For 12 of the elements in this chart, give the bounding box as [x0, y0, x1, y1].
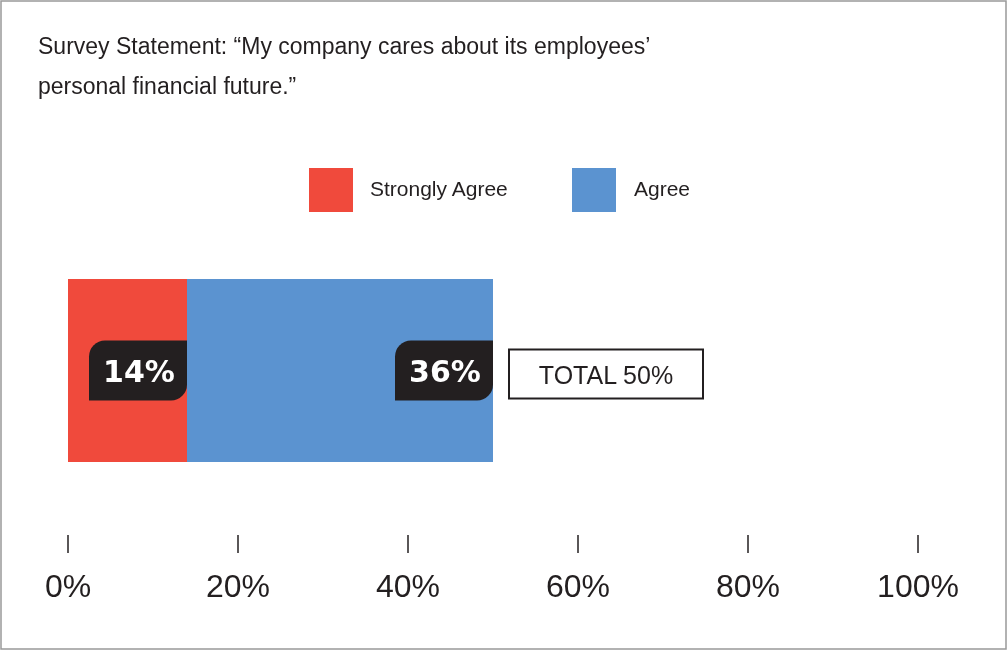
data-label: 14% [103, 353, 175, 389]
legend-label: Agree [634, 177, 691, 200]
x-tick-label: 60% [545, 568, 611, 604]
x-tick-label: 20% [205, 568, 271, 604]
total-label: TOTAL 50% [538, 360, 674, 389]
legend-label: Strongly Agree [370, 177, 508, 200]
x-tick-label: 0% [44, 568, 92, 604]
data-label: 36% [409, 353, 481, 389]
chart-title: Survey Statement: “My company cares about its employees’ personal financial future.” [38, 33, 651, 99]
x-tick-label: 40% [375, 568, 441, 604]
x-tick-label: 80% [715, 568, 781, 604]
x-tick-label: 100% [877, 568, 959, 604]
